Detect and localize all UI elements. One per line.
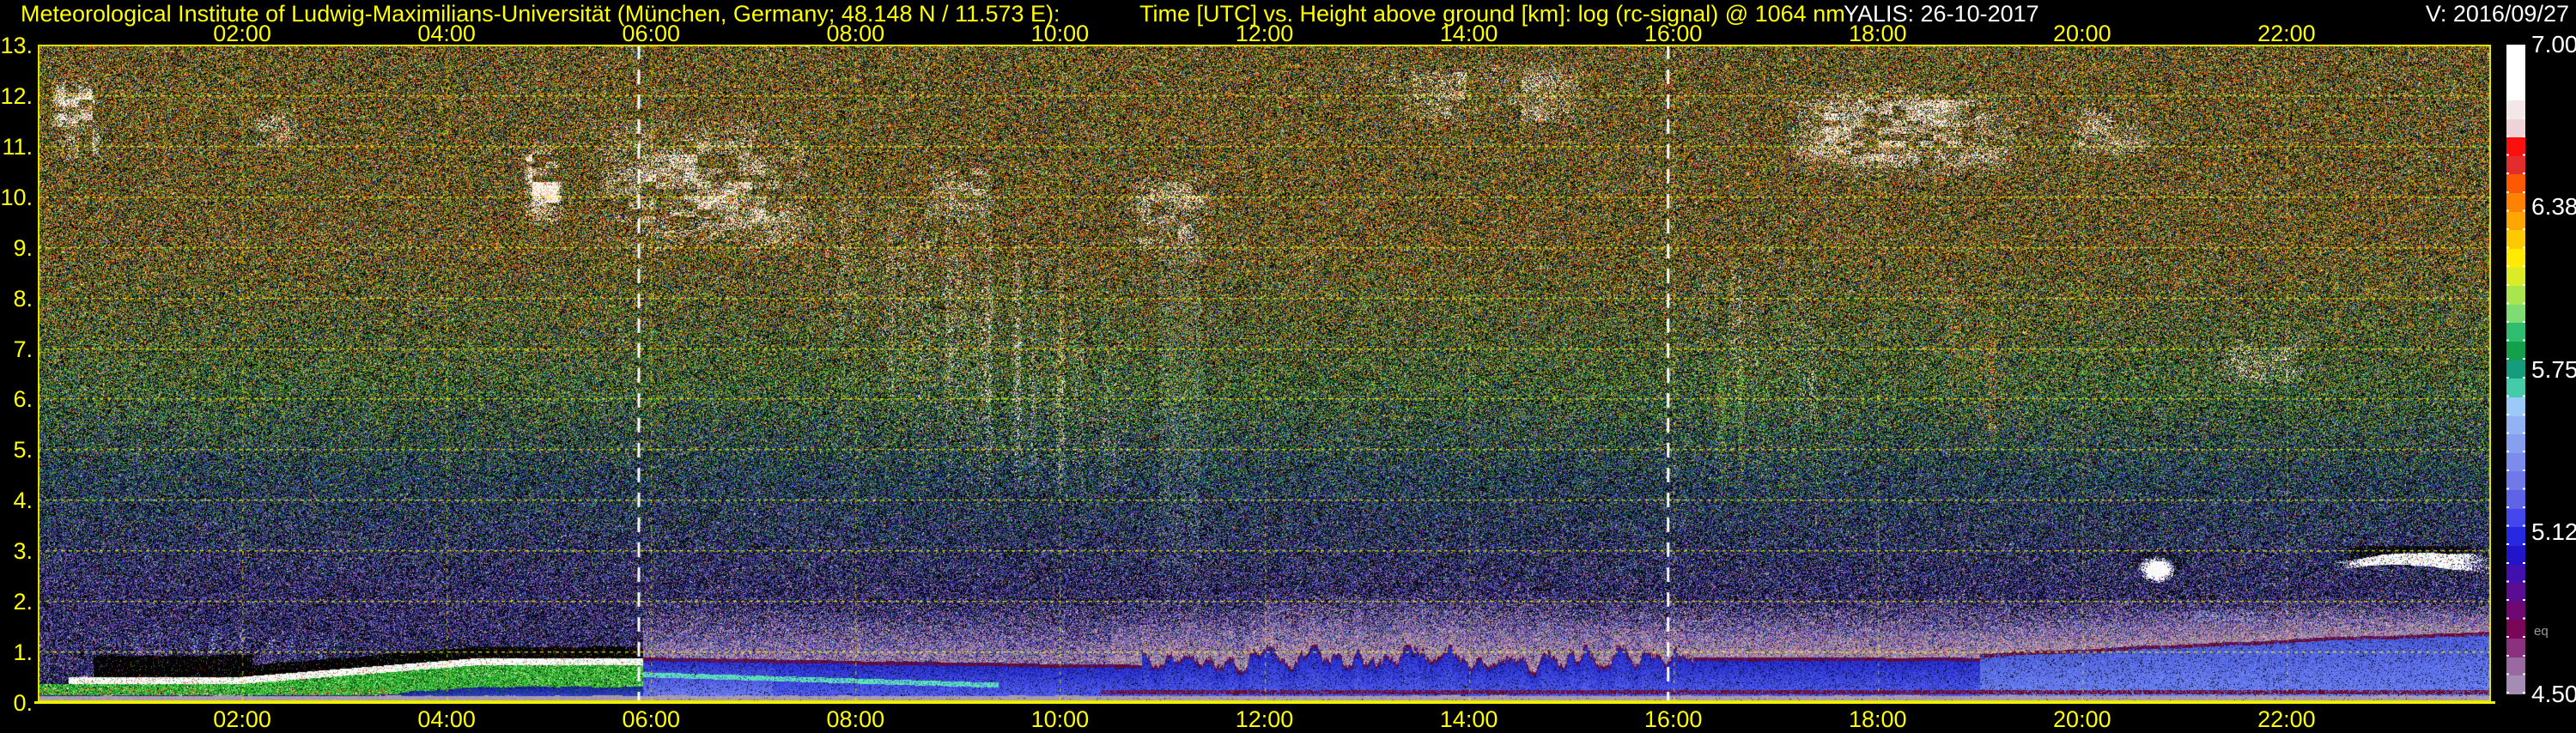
colorbar-segment xyxy=(2506,174,2525,193)
colorbar-segment xyxy=(2506,45,2525,64)
colorbar-tick-marks-right xyxy=(2523,45,2525,694)
colorbar-segment xyxy=(2506,490,2525,509)
y-tick: 2. xyxy=(13,589,33,615)
y-tick: 7. xyxy=(13,336,33,362)
lidar-heatmap xyxy=(38,45,2491,702)
colorbar-segment xyxy=(2506,620,2525,639)
y-tick: 0. xyxy=(13,690,33,716)
x-tick-top: 12:00 xyxy=(1235,21,1294,46)
x-tick-top: 18:00 xyxy=(1848,21,1907,46)
x-tick-top: 14:00 xyxy=(1439,21,1498,46)
colorbar-segment xyxy=(2506,397,2525,416)
colorbar-segment xyxy=(2506,118,2525,138)
y-tick: 4. xyxy=(13,488,33,514)
y-tick: 9. xyxy=(13,234,33,261)
x-tick-bottom: 18:00 xyxy=(1848,706,1907,732)
colorbar-segment xyxy=(2506,230,2525,249)
y-tick: 8. xyxy=(13,285,33,312)
y-tick: 1. xyxy=(13,639,33,666)
x-tick-bottom: 04:00 xyxy=(417,706,476,732)
colorbar-segment xyxy=(2506,82,2525,100)
colorbar-segment xyxy=(2506,137,2525,156)
colorbar-segment xyxy=(2506,323,2525,342)
y-tick: 3. xyxy=(13,538,33,565)
y-tick: 13. xyxy=(0,33,33,58)
x-tick-bottom: 06:00 xyxy=(622,706,681,732)
colorbar-segment xyxy=(2506,100,2525,119)
station-date-label: YALIS: 26-10-2017 xyxy=(1844,1,2039,27)
y-tick: 5. xyxy=(13,437,33,463)
colorbar-segment xyxy=(2506,286,2525,305)
x-tick-top: 10:00 xyxy=(1030,21,1090,46)
colorbar-segment xyxy=(2506,434,2525,453)
colorbar-segment xyxy=(2506,248,2525,268)
y-tick: 12. xyxy=(0,82,33,109)
colorbar-tick-label: 6.38 xyxy=(2531,193,2576,221)
x-tick-bottom: 02:00 xyxy=(213,706,271,732)
colorbar-tick-label: 7.00 xyxy=(2531,31,2576,58)
colorbar-segment xyxy=(2506,675,2525,694)
x-tick-bottom: 16:00 xyxy=(1643,706,1703,732)
plot-title: Time [UTC] vs. Height above ground [km]:… xyxy=(1139,1,1845,27)
colorbar-segment xyxy=(2506,211,2525,231)
version-label: V: 2016/09/27 xyxy=(2425,1,2569,27)
colorbar-segment xyxy=(2506,63,2525,82)
x-tick-top: 20:00 xyxy=(2053,21,2111,46)
x-tick-top: 04:00 xyxy=(417,21,476,46)
colorbar-segment xyxy=(2506,657,2525,676)
x-tick-bottom: 20:00 xyxy=(2053,706,2111,732)
colorbar xyxy=(2506,45,2525,694)
colorbar-segment xyxy=(2506,583,2525,602)
y-tick: 6. xyxy=(13,386,33,413)
x-tick-bottom: 08:00 xyxy=(826,706,885,732)
x-tick-bottom: 10:00 xyxy=(1030,706,1090,732)
colorbar-eq-label: eq xyxy=(2534,624,2549,639)
colorbar-segment xyxy=(2506,193,2525,212)
colorbar-segment xyxy=(2506,304,2525,324)
colorbar-segment xyxy=(2506,601,2525,621)
colorbar-segment xyxy=(2506,527,2525,546)
x-tick-top: 06:00 xyxy=(622,21,681,46)
x-tick-bottom: 12:00 xyxy=(1235,706,1294,732)
colorbar-segment xyxy=(2506,360,2525,379)
colorbar-tick-label: 4.50 xyxy=(2531,681,2576,707)
colorbar-segment xyxy=(2506,508,2525,528)
x-tick-top: 02:00 xyxy=(213,21,271,46)
colorbar-segment xyxy=(2506,545,2525,565)
colorbar-tick-label: 5.12 xyxy=(2531,518,2576,545)
colorbar-segment xyxy=(2506,639,2525,657)
colorbar-segment xyxy=(2506,155,2525,175)
colorbar-segment xyxy=(2506,564,2525,584)
colorbar-tick-marks-left xyxy=(2506,45,2509,694)
y-tick: 10. xyxy=(0,184,33,210)
colorbar-tick-label: 5.75 xyxy=(2531,355,2576,383)
institute-title: Meteorological Institute of Ludwig-Maxim… xyxy=(21,1,1060,27)
colorbar-segment xyxy=(2506,452,2525,472)
x-tick-bottom: 14:00 xyxy=(1439,706,1498,732)
x-tick-bottom: 22:00 xyxy=(2257,706,2316,732)
colorbar-segment xyxy=(2506,379,2525,397)
colorbar-segment xyxy=(2506,267,2525,287)
colorbar-segment xyxy=(2506,342,2525,360)
x-axis-line xyxy=(34,701,2495,704)
colorbar-segment xyxy=(2506,415,2525,435)
y-tick: 11. xyxy=(2,133,33,160)
x-tick-top: 16:00 xyxy=(1643,21,1703,46)
x-tick-top: 22:00 xyxy=(2257,21,2316,46)
x-tick-top: 08:00 xyxy=(826,21,885,46)
colorbar-segment xyxy=(2506,471,2525,490)
